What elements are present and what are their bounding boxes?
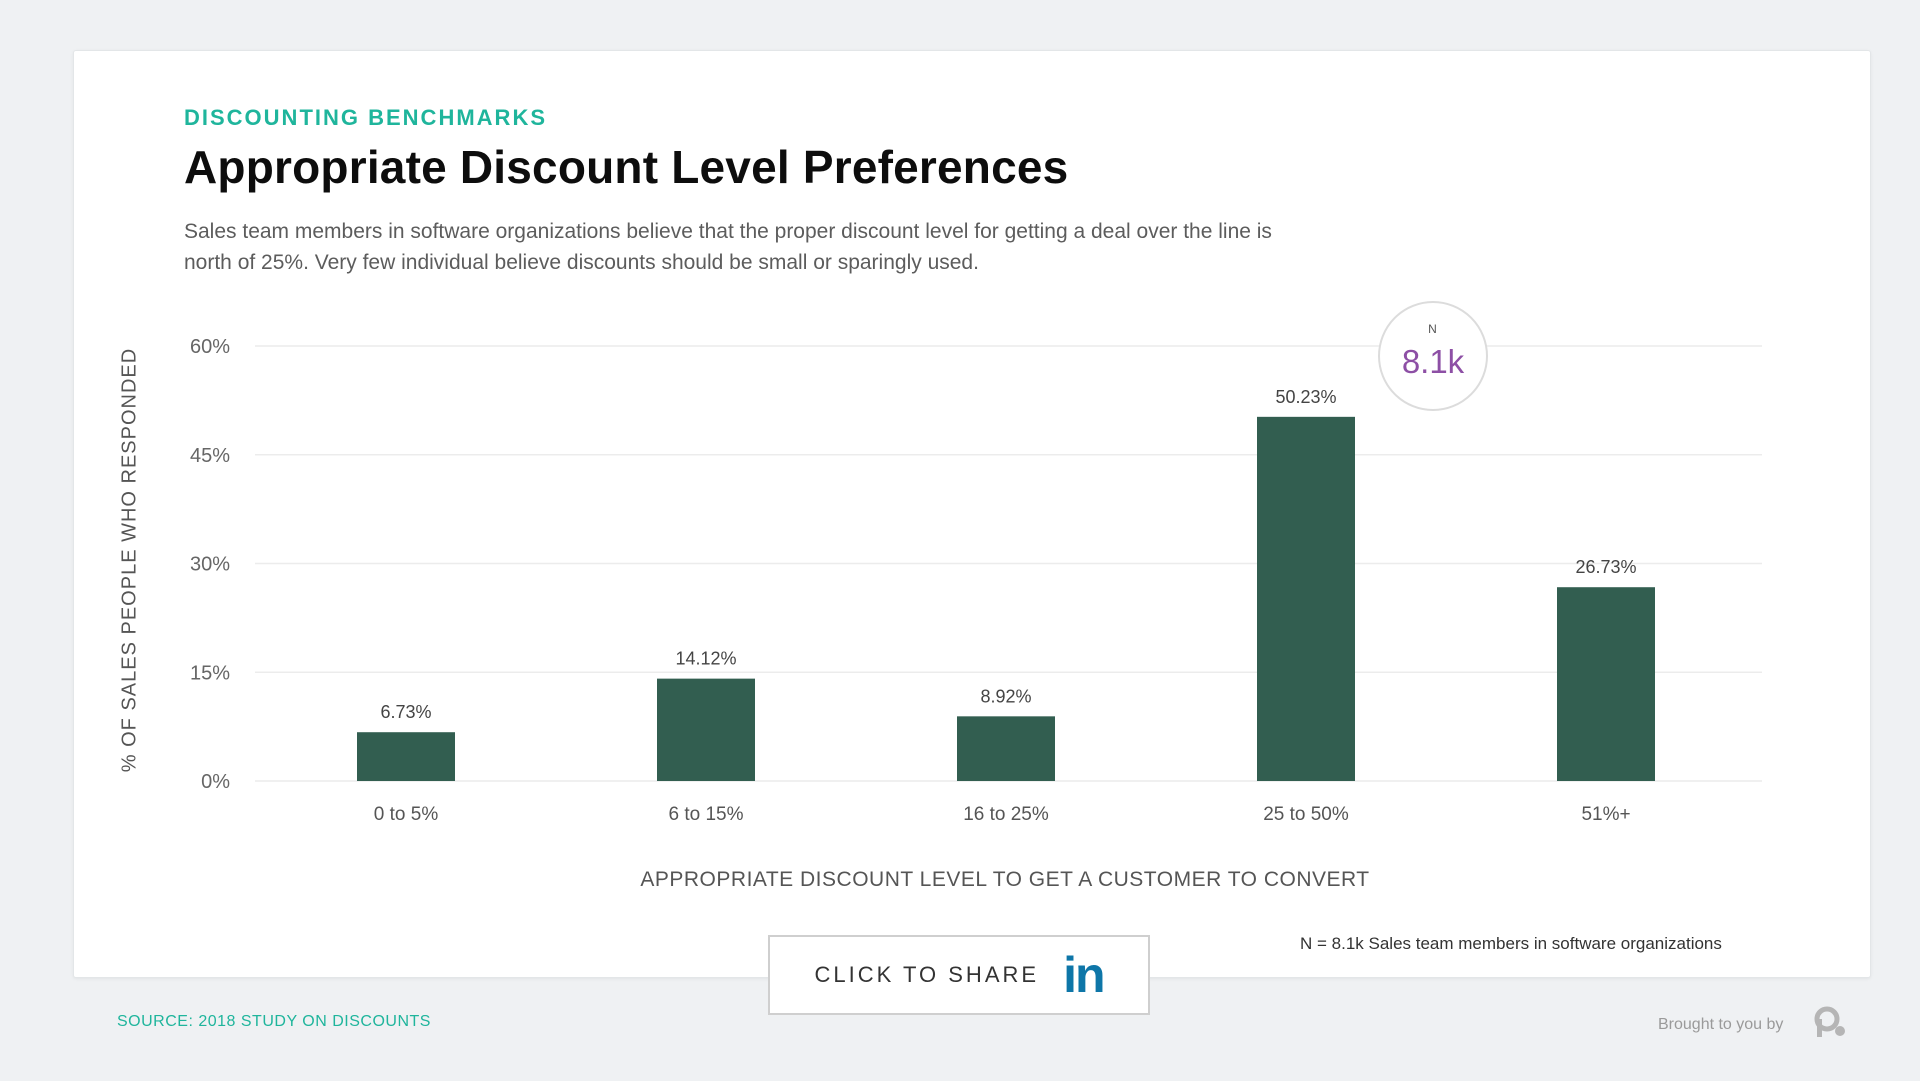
y-tick-label: 60%: [190, 336, 230, 358]
bar-value-label: 14.12%: [675, 649, 736, 669]
source-note: SOURCE: 2018 STUDY ON DISCOUNTS: [117, 1013, 431, 1030]
infographic-card: [73, 50, 1871, 978]
x-tick-label: 0 to 5%: [374, 804, 439, 825]
x-tick-label: 6 to 15%: [669, 804, 744, 825]
x-axis-label: APPROPRIATE DISCOUNT LEVEL TO GET A CUST…: [640, 868, 1370, 891]
linkedin-icon: in: [1063, 947, 1105, 1003]
bar: [957, 716, 1055, 781]
bar: [1257, 416, 1355, 781]
share-button-label: CLICK TO SHARE: [814, 962, 1040, 987]
x-tick-label: 16 to 25%: [963, 804, 1049, 825]
sample-footnote: N = 8.1k Sales team members in software …: [1300, 934, 1722, 953]
y-tick-label: 30%: [190, 554, 230, 576]
chart-title: Appropriate Discount Level Preferences: [184, 141, 1069, 193]
sample-size-value: 8.1k: [1401, 343, 1465, 380]
brand-logo-icon: [1814, 1006, 1845, 1037]
sample-size-badge: N 8.1k: [1378, 301, 1488, 411]
bar-value-label: 8.92%: [980, 686, 1031, 706]
y-tick-label: 0%: [201, 771, 230, 793]
x-tick-label: 25 to 50%: [1263, 804, 1349, 825]
y-tick-label: 45%: [190, 445, 230, 467]
share-linkedin-button[interactable]: CLICK TO SHARE in: [768, 935, 1150, 1015]
bar-value-label: 26.73%: [1575, 557, 1636, 577]
bar: [1557, 587, 1655, 781]
bar-value-label: 50.23%: [1275, 387, 1336, 407]
brought-to-you-by-label: Brought to you by: [1658, 1016, 1784, 1033]
chart-subtitle: Sales team members in software organizat…: [184, 220, 1272, 274]
sample-size-label: N: [1428, 322, 1438, 336]
bar-value-label: 6.73%: [380, 702, 431, 722]
y-tick-label: 15%: [190, 662, 230, 684]
bar: [357, 732, 455, 781]
bar: [657, 678, 755, 781]
eyebrow-label: DISCOUNTING BENCHMARKS: [184, 105, 547, 130]
x-tick-label: 51%+: [1581, 804, 1630, 825]
